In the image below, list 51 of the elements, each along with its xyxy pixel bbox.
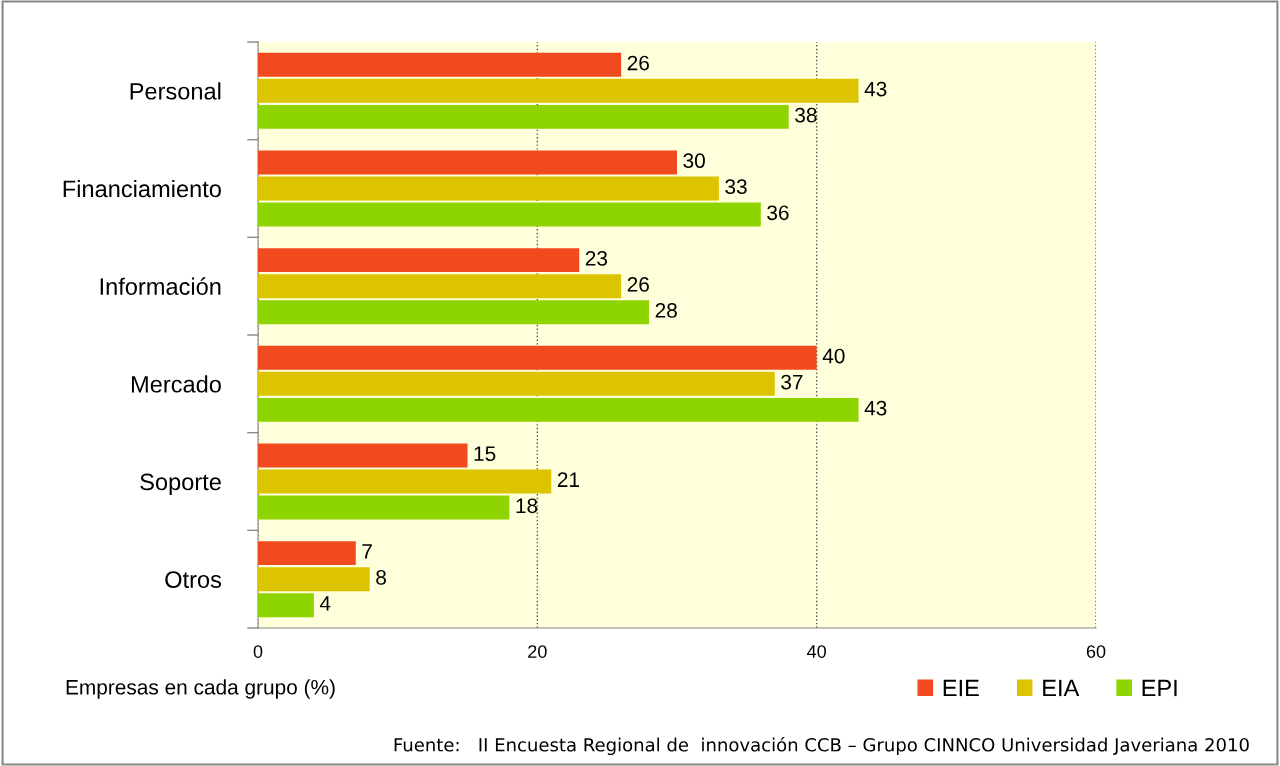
data-label: 40 <box>822 348 845 364</box>
data-label: 4 <box>319 596 331 611</box>
bar <box>258 300 650 325</box>
data-label: 28 <box>655 303 677 318</box>
bar <box>258 443 468 468</box>
legend-label: EIA <box>1043 679 1080 697</box>
bar <box>258 52 622 77</box>
bar <box>258 371 775 396</box>
data-label: 33 <box>725 179 747 195</box>
y-tick-label: Otros <box>165 571 222 588</box>
bar <box>258 567 370 592</box>
data-label: 37 <box>781 374 803 390</box>
data-label: 30 <box>683 153 705 169</box>
y-tick-label: Información <box>100 277 221 295</box>
data-label: 43 <box>864 81 887 97</box>
source-note: Fuente: II Encuesta Regional de innovación CCB – Grupo CINNCO Universidad Javeriana 2010 <box>394 736 1249 756</box>
bar <box>258 78 859 103</box>
y-tick-label: Mercado <box>131 375 221 393</box>
bar <box>258 150 677 175</box>
legend-label: EPI <box>1142 679 1177 697</box>
bar <box>258 202 761 227</box>
x-tick-label: 20 <box>528 645 547 658</box>
data-label: 26 <box>627 55 649 71</box>
data-label: 8 <box>376 570 386 585</box>
x-axis-title: Empresas en cada grupo (%) <box>66 679 335 699</box>
bar <box>258 176 719 201</box>
bar <box>258 593 314 618</box>
y-tick-label: Personal <box>130 82 221 100</box>
bar <box>258 397 859 422</box>
data-label: 36 <box>767 205 789 221</box>
data-label: 15 <box>474 446 496 462</box>
x-tick-label: 0 <box>253 645 263 658</box>
data-label: 38 <box>795 107 817 123</box>
data-label: 43 <box>864 400 887 416</box>
data-label: 7 <box>362 544 372 559</box>
data-label: 26 <box>627 277 649 292</box>
bar <box>258 469 552 494</box>
x-tick-label: 60 <box>1086 645 1106 658</box>
bar <box>258 104 789 129</box>
data-label: 21 <box>557 472 580 487</box>
legend-label: EIE <box>943 679 979 697</box>
bar <box>258 345 817 370</box>
data-label: 23 <box>585 250 608 266</box>
x-tick-label: 40 <box>807 645 826 658</box>
bar <box>258 541 356 566</box>
y-tick-label: Financiamiento <box>63 179 221 198</box>
data-label: 18 <box>516 498 538 514</box>
bar <box>258 274 622 299</box>
bar <box>258 495 510 520</box>
y-tick-label: Soporte <box>140 473 221 495</box>
bar <box>258 248 580 273</box>
